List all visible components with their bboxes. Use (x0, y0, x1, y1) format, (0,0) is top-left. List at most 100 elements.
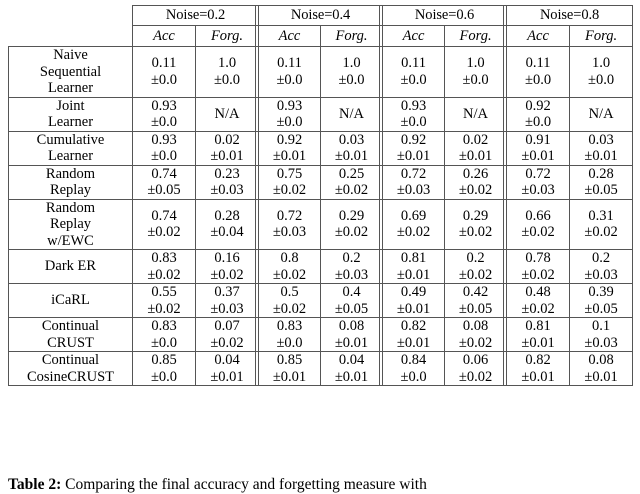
algorithm-name-line: iCaRL (51, 292, 90, 309)
value-cell: 0.75 ±0.02 (255, 164, 322, 201)
value-mean: 0.29 (462, 207, 489, 224)
value-cell: 0.29 ±0.02 (320, 198, 384, 251)
value-std: ±0.03 (521, 182, 555, 199)
value-cell: 0.82 ±0.01 (379, 317, 446, 353)
value-cell: 0.1 ±0.03 (569, 317, 634, 353)
value-std: ±0.03 (272, 224, 307, 241)
value-cell: 0.11 ±0.0 (379, 46, 446, 98)
value-std: ±0.02 (521, 300, 555, 317)
value-cell: 0.66 ±0.02 (503, 198, 571, 251)
metric-header-forg-0-8: Forg. (569, 25, 634, 47)
value-mean: 0.28 (214, 207, 240, 224)
value-mean: 0.07 (214, 318, 240, 335)
algorithm-name-line: Continual (41, 352, 100, 369)
value-cell: 0.78 ±0.02 (503, 249, 571, 285)
value-std: ±0.05 (584, 300, 618, 317)
value-std: ±0.01 (210, 148, 244, 165)
value-cell: 0.11 ±0.0 (255, 46, 322, 98)
value-mean: 0.03 (338, 131, 365, 148)
value-cell: 0.28 ±0.04 (194, 198, 260, 251)
value-mean: 0.04 (338, 352, 365, 369)
value-cell: 0.02 ±0.01 (194, 130, 260, 166)
value-std: ±0.02 (210, 266, 244, 283)
value-mean: 0.81 (525, 318, 551, 335)
value-std: ±0.01 (272, 148, 307, 165)
caption-text: Comparing the final accuracy and forgett… (65, 476, 427, 493)
value-cell: 0.82 ±0.01 (503, 351, 571, 387)
value-mean: 0.16 (214, 250, 240, 267)
value-cell: 0.08 ±0.01 (320, 317, 384, 353)
group-header-noise-0-8: Noise=0.8 (503, 5, 634, 27)
value-std: ±0.04 (210, 224, 244, 241)
value-mean: 0.81 (400, 250, 427, 267)
value-std: ±0.0 (150, 114, 178, 131)
value-cell: 0.02 ±0.01 (444, 130, 508, 166)
value-std: ±0.02 (272, 300, 307, 317)
algorithm-name-line: Cumulative (36, 131, 105, 148)
value-std: ±0.02 (584, 224, 618, 241)
value-mean: 0.84 (400, 352, 427, 369)
value-std: ±0.0 (525, 71, 552, 88)
value-std: ±0.0 (400, 114, 427, 131)
metric-header-forg-0-4: Forg. (320, 25, 384, 47)
value-cell: 0.16 ±0.02 (194, 249, 260, 285)
metric-header-acc-0-4: Acc (255, 25, 322, 48)
table-row: Dark ER 0.83 ±0.02 0.16 ±0.02 0.8 ±0.02 0.2 ±0.0… (8, 249, 634, 285)
table-row: Joint Learner 0.93 ±0.0 N/A 0.93 ±0.0 N/A 0.93 ±0… (8, 96, 634, 133)
metric-header-acc-0-6: Acc (379, 25, 446, 48)
value-cell: 0.85 ±0.0 (132, 351, 196, 387)
value-std: ±0.0 (213, 71, 241, 88)
value-cell: 0.37 ±0.03 (194, 283, 260, 319)
value-cell: 0.48 ±0.02 (503, 283, 571, 319)
value-cell: 0.92 ±0.01 (379, 130, 446, 167)
corner-and-algorithm-header (8, 5, 133, 47)
value-mean: 0.69 (400, 207, 427, 224)
value-mean: 0.92 (400, 131, 427, 148)
value-std: ±0.0 (276, 334, 303, 351)
value-mean: 0.11 (525, 55, 551, 72)
algorithm-name-line: Learner (47, 114, 94, 131)
value-std: ±0.01 (396, 334, 431, 351)
value-cell: 0.84 ±0.0 (379, 351, 446, 387)
value-std: ±0.01 (521, 334, 555, 351)
value-std: ±0.0 (338, 71, 365, 88)
value-mean: 0.83 (151, 318, 177, 335)
value-std: ±0.01 (272, 368, 307, 385)
value-cell: 0.83 ±0.02 (132, 249, 196, 285)
value-cell: 0.93 ±0.0 (132, 96, 196, 132)
value-std: ±0.01 (334, 148, 369, 165)
value-mean: 0.11 (277, 55, 302, 72)
value-mean: 0.28 (588, 165, 614, 182)
algorithm-name-line: Random (45, 199, 96, 216)
table-row: Random Replay 0.74 ±0.05 0.23 ±0.03 0.75 ±0.02 0… (8, 164, 634, 201)
table-row: Continual CRUST 0.83 ±0.0 0.07 ±0.02 0.83 ±0.0 0… (8, 317, 634, 353)
value-mean: 0.08 (588, 352, 614, 369)
value-cell: 0.91 ±0.01 (503, 130, 571, 167)
value-std: ±0.0 (462, 71, 489, 88)
value-cell: 0.06 ±0.02 (444, 351, 508, 387)
value-std: ±0.01 (521, 368, 555, 385)
algorithm-name-line: Joint (56, 97, 85, 114)
group-header-noise-0-4: Noise=0.4 (255, 5, 384, 27)
value-mean: 0.25 (338, 165, 365, 182)
value-cell: 0.92 ±0.0 (503, 96, 571, 133)
value-std: ±0.05 (334, 300, 369, 317)
value-cell: 1.0 ±0.0 (194, 46, 260, 98)
value-std: ±0.01 (584, 368, 618, 385)
value-cell: 0.28 ±0.05 (569, 164, 634, 200)
value-cell: 0.81 ±0.01 (379, 249, 446, 285)
value-cell: 0.92 ±0.01 (255, 130, 322, 167)
value-std: ±0.03 (210, 182, 244, 199)
value-mean: 0.04 (214, 352, 240, 369)
value-cell: 0.03 ±0.01 (569, 130, 634, 166)
value-std: ±0.01 (396, 148, 431, 165)
table-row: Continual CosineCRUST 0.85 ±0.0 0.04 ±0.01 0.8… (8, 351, 634, 387)
value-cell: 0.83 ±0.0 (132, 317, 196, 353)
algorithm-name-line: Continual (41, 318, 100, 335)
value-std: ±0.0 (150, 368, 178, 385)
value-mean: 1.0 (342, 55, 361, 72)
algorithm-name-cell: iCaRL (8, 283, 133, 319)
value-mean: 0.39 (588, 284, 614, 301)
value-cell: 0.5 ±0.02 (255, 283, 322, 319)
value-std: ±0.0 (276, 71, 303, 88)
